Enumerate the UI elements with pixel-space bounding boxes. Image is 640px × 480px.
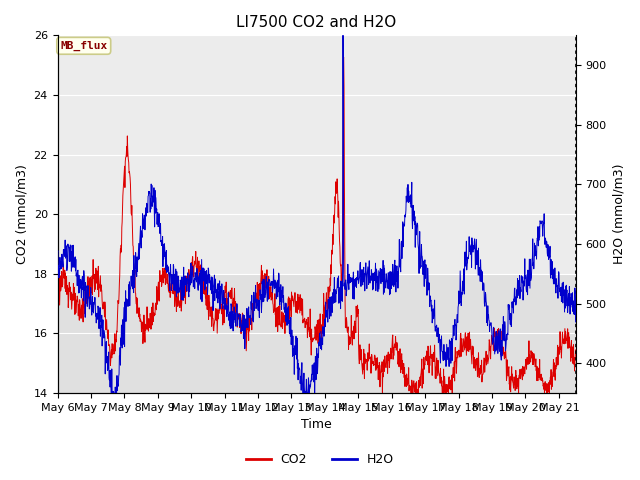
Y-axis label: CO2 (mmol/m3): CO2 (mmol/m3) <box>15 164 28 264</box>
X-axis label: Time: Time <box>301 419 332 432</box>
Text: MB_flux: MB_flux <box>60 41 108 51</box>
Legend: CO2, H2O: CO2, H2O <box>241 448 399 471</box>
Bar <box>58 36 575 274</box>
Y-axis label: H2O (mmol/m3): H2O (mmol/m3) <box>612 164 625 264</box>
Title: LI7500 CO2 and H2O: LI7500 CO2 and H2O <box>236 15 397 30</box>
